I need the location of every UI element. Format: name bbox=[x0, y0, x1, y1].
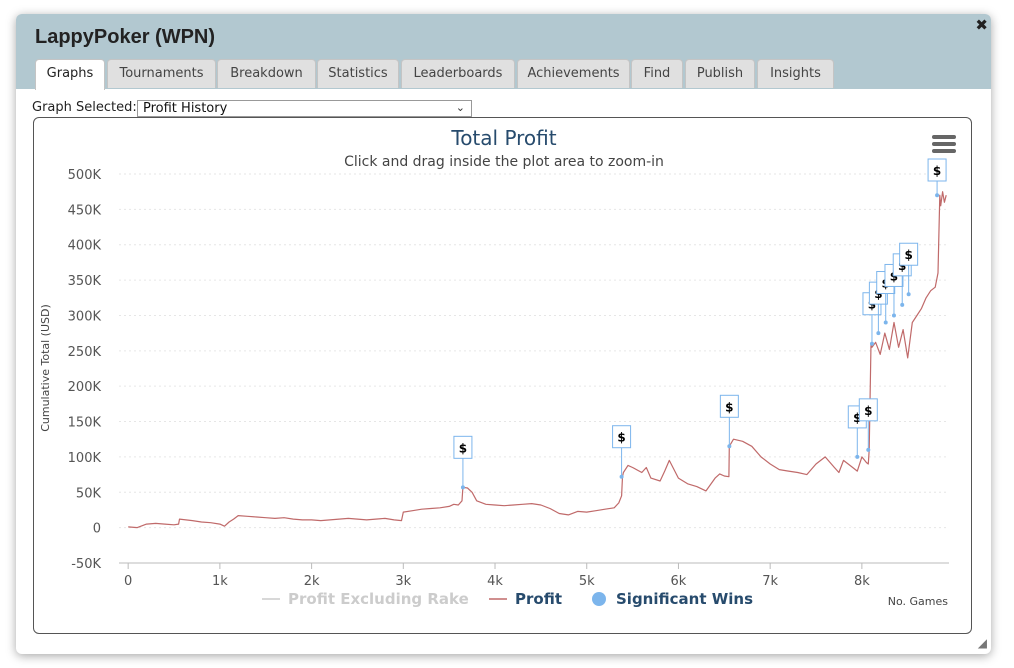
legend-label: Profit Excluding Rake bbox=[288, 590, 469, 608]
significant-win-flag[interactable]: $ bbox=[899, 242, 919, 297]
x-tick-label: 6k bbox=[671, 574, 687, 589]
flag-label: $ bbox=[864, 404, 872, 418]
flag-label: $ bbox=[898, 259, 906, 273]
grid-lines bbox=[119, 173, 949, 564]
x-tick-label: 0 bbox=[124, 574, 132, 589]
x-axis-label: No. Games bbox=[888, 595, 949, 608]
x-tick-label: 5k bbox=[579, 574, 595, 589]
y-tick-label: -50K bbox=[71, 557, 101, 572]
significant-win-point bbox=[900, 302, 905, 307]
flag-label: $ bbox=[853, 411, 861, 425]
tab-insights[interactable]: Insights bbox=[757, 59, 834, 88]
flag-label: $ bbox=[874, 287, 882, 301]
significant-win-point bbox=[906, 292, 911, 297]
y-tick-label: 250K bbox=[68, 345, 102, 360]
y-tick-label: 300K bbox=[68, 309, 102, 324]
y-tick-label: 200K bbox=[68, 380, 102, 395]
significant-win-point bbox=[935, 193, 940, 198]
significant-win-point bbox=[866, 447, 871, 452]
significant-win-point bbox=[883, 320, 888, 325]
x-tick-label: 8k bbox=[854, 574, 870, 589]
legend-item[interactable]: Profit bbox=[489, 590, 562, 608]
significant-win-flag[interactable]: $ bbox=[453, 435, 473, 490]
significant-win-point bbox=[876, 331, 881, 336]
graph-select-label: Graph Selected: bbox=[32, 100, 137, 115]
legend-symbol bbox=[592, 592, 606, 606]
significant-win-flag[interactable]: $ bbox=[927, 158, 947, 198]
dialog-window: LappyPoker (WPN) ✖ Graphs Tournaments Br… bbox=[16, 14, 991, 654]
flag-box bbox=[927, 158, 947, 182]
y-tick-label: 450K bbox=[68, 203, 102, 218]
tab-find[interactable]: Find bbox=[631, 59, 683, 88]
flag-label: $ bbox=[459, 441, 467, 455]
x-tick-label: 3k bbox=[395, 574, 411, 589]
graph-select-dropdown[interactable]: Profit History ⌄ bbox=[137, 100, 472, 117]
dialog-header: LappyPoker (WPN) ✖ Graphs Tournaments Br… bbox=[16, 14, 991, 90]
y-tick-label: 50K bbox=[76, 486, 102, 501]
y-tick-label: 100K bbox=[68, 451, 102, 466]
flag-box bbox=[453, 435, 473, 459]
tab-statistics[interactable]: Statistics bbox=[317, 59, 399, 88]
significant-win-point bbox=[460, 485, 465, 490]
significant-win-point bbox=[891, 313, 896, 318]
chart-title: Total Profit bbox=[450, 126, 556, 150]
legend-item[interactable]: Profit Excluding Rake bbox=[262, 590, 469, 608]
x-tick-label: 1k bbox=[212, 574, 228, 589]
y-axis-label: Cumulative Total (USD) bbox=[39, 304, 52, 432]
flag-label: $ bbox=[725, 400, 733, 414]
series-lines bbox=[128, 191, 947, 529]
legend-label: Significant Wins bbox=[616, 590, 753, 608]
tab-achievements[interactable]: Achievements bbox=[517, 59, 630, 88]
significant-win-flags[interactable]: $$$$$$$$$$$$ bbox=[453, 158, 947, 490]
flag-label: $ bbox=[890, 269, 898, 283]
x-tick-label: 2k bbox=[304, 574, 320, 589]
significant-win-point bbox=[869, 341, 874, 346]
flag-box bbox=[719, 394, 739, 418]
legend-label: Profit bbox=[515, 590, 562, 608]
flag-label: $ bbox=[617, 431, 625, 445]
axes bbox=[119, 562, 949, 569]
chart-legend[interactable]: Profit Excluding Rake Profit Significant W… bbox=[262, 590, 753, 608]
graph-select-value: Profit History bbox=[143, 101, 228, 116]
hamburger-menu-icon[interactable] bbox=[932, 135, 956, 153]
flag-box bbox=[899, 242, 919, 266]
flag-label: $ bbox=[868, 298, 876, 312]
chart-text: -50K 0 50K 100K 150K 200K 250K 300K 350K 400K 450K… bbox=[39, 126, 948, 608]
chevron-down-icon: ⌄ bbox=[455, 101, 465, 114]
y-tick-label: 150K bbox=[68, 416, 102, 431]
significant-win-point bbox=[727, 444, 732, 449]
y-tick-label: 350K bbox=[68, 274, 102, 289]
x-tick-label: 7k bbox=[762, 574, 778, 589]
significant-win-flag[interactable]: $ bbox=[858, 398, 878, 452]
y-tick-label: 500K bbox=[68, 168, 102, 183]
flag-label: $ bbox=[933, 164, 941, 178]
resize-handle-icon[interactable]: ◢ bbox=[977, 636, 987, 650]
profit-series-line bbox=[128, 191, 947, 529]
y-tick-label: 0 bbox=[93, 522, 101, 537]
significant-win-point bbox=[619, 474, 624, 479]
legend-item[interactable]: Significant Wins bbox=[592, 590, 753, 608]
tab-tournaments[interactable]: Tournaments bbox=[107, 59, 216, 88]
y-tick-label: 400K bbox=[68, 239, 102, 254]
x-tick-label: 4k bbox=[487, 574, 503, 589]
tab-breakdown[interactable]: Breakdown bbox=[217, 59, 316, 88]
flag-box bbox=[858, 398, 878, 422]
profit-chart[interactable]: $$$$$$$$$$$$ -50K 0 50K 100K 150K 200K 250K 300… bbox=[34, 118, 971, 633]
flag-label: $ bbox=[904, 248, 912, 262]
window-title: LappyPoker (WPN) bbox=[35, 26, 216, 48]
flag-box bbox=[612, 425, 632, 449]
chart-subtitle: Click and drag inside the plot area to z… bbox=[344, 154, 664, 170]
close-icon[interactable]: ✖ bbox=[975, 16, 988, 34]
significant-win-flag[interactable]: $ bbox=[612, 425, 632, 479]
significant-win-flag[interactable]: $ bbox=[719, 394, 739, 449]
tab-leaderboards[interactable]: Leaderboards bbox=[401, 59, 515, 88]
tab-publish[interactable]: Publish bbox=[685, 59, 755, 88]
significant-win-point bbox=[855, 454, 860, 459]
chart-container: $$$$$$$$$$$$ -50K 0 50K 100K 150K 200K 250K 300… bbox=[33, 117, 972, 634]
tab-graphs[interactable]: Graphs bbox=[35, 59, 105, 90]
